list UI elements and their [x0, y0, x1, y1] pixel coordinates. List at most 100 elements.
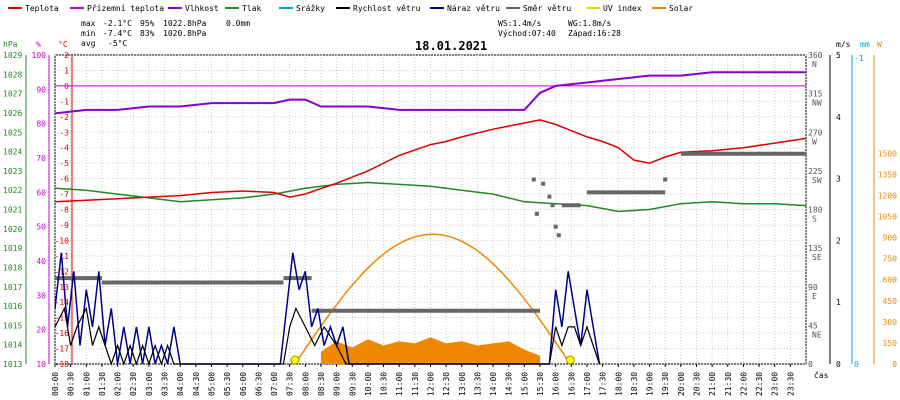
tick-temp-6: -4	[59, 144, 69, 153]
x-tick-label-39: 19:30	[661, 372, 670, 396]
chart-title: 18.01.2021	[415, 39, 487, 53]
wind-speed-line	[54, 306, 601, 366]
x-tick-label-21: 10:30	[380, 372, 389, 396]
tick-temp-3: -1	[59, 97, 69, 106]
x-tick-label-30: 15:00	[520, 372, 529, 396]
x-tick-label-7: 03:30	[161, 372, 170, 396]
wind-dir-point-4	[550, 203, 555, 208]
x-tick-label-41: 20:30	[692, 372, 701, 396]
x-tick-label-2: 01:00	[82, 372, 91, 396]
tick-humidity-7: 30	[36, 291, 46, 300]
tick-temp-0: 2	[64, 51, 69, 60]
legend-label-0: Teplota	[25, 4, 59, 13]
tick-pressure-7: 1022	[3, 186, 22, 195]
tick-pressure-5: 1024	[3, 148, 22, 157]
axis-unit-wind: m/s	[836, 40, 851, 49]
x-tick-label-38: 19:00	[646, 372, 655, 396]
tick-dir-deg-2: 270	[808, 128, 823, 137]
tick-pressure-13: 1016	[3, 302, 22, 311]
stat-min-temp: -7.4°C	[103, 29, 132, 38]
tick-temp-17: -15	[55, 314, 70, 323]
stat-ws: WS:1.4m/s	[498, 19, 542, 28]
x-tick-label-23: 11:30	[411, 372, 420, 396]
tick-dir-card-2: W	[812, 137, 817, 146]
tick-temp-1: 1	[64, 66, 69, 75]
tick-pressure-10: 1019	[3, 244, 22, 253]
tick-dir-card-5: SE	[812, 253, 822, 262]
humidity-line	[54, 71, 806, 115]
tick-dir-card-0: N	[812, 60, 817, 69]
axis-unit-pressure: hPa	[3, 40, 18, 49]
sunset-marker	[565, 355, 575, 365]
tick-pressure-11: 1018	[3, 263, 22, 272]
tick-dir-deg-5: 135	[808, 244, 823, 253]
tick-pressure-3: 1026	[3, 109, 22, 118]
x-tick-label-16: 08:00	[301, 372, 310, 396]
x-tick-label-37: 18:30	[630, 372, 639, 396]
x-tick-label-17: 08:30	[317, 372, 326, 396]
tick-solar-9: 150	[883, 339, 898, 348]
tick-solar-8: 300	[883, 318, 898, 327]
tick-pressure-1: 1028	[3, 70, 22, 79]
stat-min-hum: 83%	[140, 29, 155, 38]
tick-temp-9: -7	[59, 190, 69, 199]
tick-temp-7: -5	[59, 159, 69, 168]
tick-solar-2: 1200	[878, 191, 897, 200]
stat-min-label: min	[81, 29, 96, 38]
solar-area	[321, 337, 540, 364]
tick-temp-11: -9	[59, 221, 69, 230]
tick-rain-0: -1	[854, 54, 864, 63]
x-tick-label-14: 07:00	[270, 372, 279, 396]
pressure-line	[54, 181, 807, 213]
tick-temp-18: -16	[55, 329, 70, 338]
tick-dir-deg-7: 45	[808, 321, 818, 330]
stats-block: max -2.1°C 95% 1022.8hPa 0.0mm min -7.4°C 83% 10…	[81, 19, 621, 48]
x-tick-label-32: 16:00	[552, 372, 561, 396]
x-tick-label-36: 18:00	[614, 372, 623, 396]
legend-label-9: Solar	[669, 4, 693, 13]
tick-temp-5: -3	[59, 128, 69, 137]
tick-wind-1: 4	[836, 113, 841, 122]
tick-wind-4: 1	[836, 298, 841, 307]
tick-humidity-5: 50	[36, 223, 46, 232]
x-tick-label-33: 16:30	[567, 372, 576, 396]
x-tick-label-47: 23:30	[786, 372, 795, 396]
axis-unit-humidity: %	[36, 40, 41, 49]
tick-dir-deg-1: 315	[808, 90, 823, 99]
x-tick-label-6: 03:00	[145, 372, 154, 396]
stat-avg-label: avg	[81, 39, 96, 48]
x-tick-label-35: 17:30	[599, 372, 608, 396]
stat-min-press: 1020.8hPa	[163, 29, 207, 38]
legend-label-8: UV index	[603, 4, 642, 13]
tick-wind-0: 5	[836, 51, 841, 60]
tick-solar-10: 0	[892, 360, 897, 369]
x-tick-label-27: 13:30	[473, 372, 482, 396]
tick-temp-4: -2	[59, 113, 69, 122]
right-axes: m/s mm W360N315NW270W225SW180S135SE90E45NE…	[808, 40, 897, 369]
wind-dir-point-1	[541, 181, 546, 186]
solar-envelope-line	[294, 233, 572, 365]
x-tick-label-12: 06:00	[239, 372, 248, 396]
tick-wind-5: 0	[836, 360, 841, 369]
tick-humidity-2: 80	[36, 120, 46, 129]
wind-dir-point-7	[663, 177, 668, 182]
tick-dir-card-1: NW	[812, 99, 822, 108]
tick-humidity-4: 60	[36, 188, 46, 197]
tick-temp-15: -13	[55, 283, 70, 292]
x-tick-label-26: 13:00	[458, 372, 467, 396]
stat-avg-temp: -5°C	[108, 39, 127, 48]
x-tick-label-34: 17:00	[583, 372, 592, 396]
tick-wind-3: 2	[836, 236, 841, 245]
tick-temp-19: -17	[55, 345, 70, 354]
tick-humidity-9: 10	[36, 360, 46, 369]
tick-temp-8: -6	[59, 175, 69, 184]
stat-sunrise: Východ:07:40	[498, 29, 556, 38]
x-tick-label-8: 04:00	[176, 372, 185, 396]
wind-dir-point-3	[534, 211, 539, 216]
tick-temp-10: -8	[59, 206, 69, 215]
axis-unit-temp: °C	[58, 40, 68, 49]
tick-humidity-0: 100	[32, 51, 47, 60]
x-tick-label-10: 05:00	[207, 372, 216, 396]
stat-sunset: Západ:16:28	[568, 29, 621, 38]
tick-solar-3: 1050	[878, 213, 897, 222]
